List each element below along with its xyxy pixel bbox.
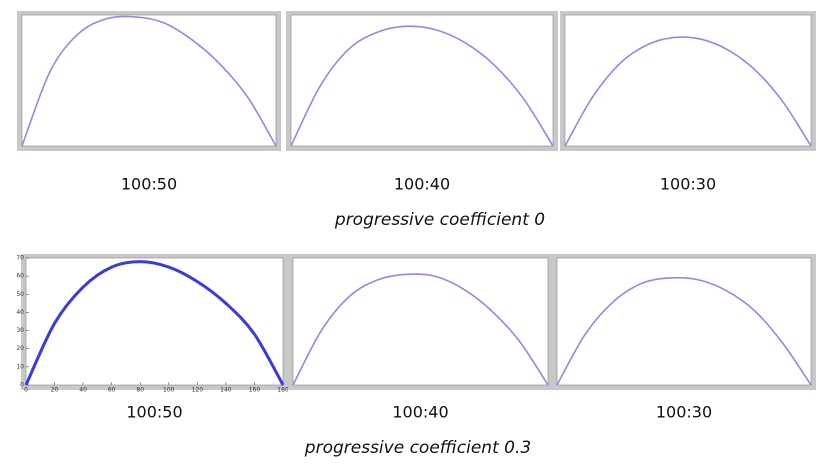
panel-caption: 100:40 [394,175,450,194]
x-tick-label: 100 [163,387,175,394]
plot-area [292,257,549,386]
y-tick-label: 30 [16,327,24,334]
x-tick-label: 120 [192,387,204,394]
x-tick-label: 60 [108,387,116,394]
y-tick-label: 50 [16,291,24,298]
plot-area [556,257,812,386]
curve [290,25,554,147]
y-tick-label: 0 [20,382,24,389]
x-tick-label: 140 [220,387,232,394]
y-tick-label: 70 [16,255,24,262]
curve [21,15,277,147]
group-caption: progressive coefficient 0.3 [304,438,531,458]
plot-area [21,14,277,147]
x-tick-label: 0 [24,387,28,394]
panel-caption: 100:50 [121,175,177,194]
plot-area [25,257,284,386]
plot-area [290,14,554,147]
group-caption: progressive coefficient 0 [334,210,545,230]
y-tick-label: 60 [16,273,24,280]
panel-caption: 100:50 [126,403,182,422]
curve [564,36,812,147]
x-tick-label: 180 [277,387,289,394]
x-tick-label: 20 [51,387,59,394]
curve [292,273,549,386]
y-tick-label: 40 [16,309,24,316]
x-tick-label: 160 [249,387,261,394]
curve [556,276,812,386]
plot-area [564,14,812,147]
panel-caption: 100:30 [660,175,716,194]
y-tick-label: 20 [16,345,24,352]
x-tick-label: 80 [136,387,144,394]
y-tick-label: 10 [16,363,24,370]
panel-caption: 100:40 [392,403,448,422]
curve [24,260,285,386]
panel-caption: 100:30 [656,403,712,422]
x-tick-label: 40 [79,387,87,394]
